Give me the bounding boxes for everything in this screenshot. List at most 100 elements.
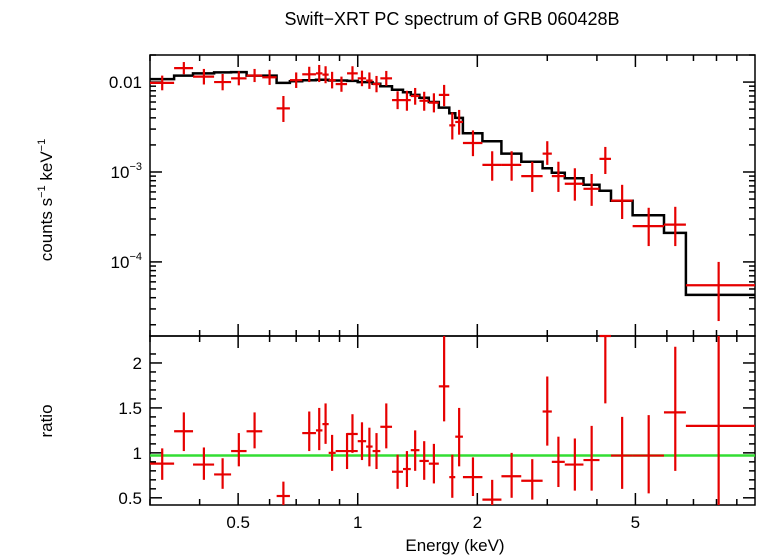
- ratio-point: [380, 403, 393, 449]
- data-point: [347, 66, 358, 81]
- data-point: [289, 72, 303, 88]
- ratio-point: [372, 433, 381, 470]
- ratio-point: [366, 427, 373, 467]
- bottom-panel-ylabel: ratio: [37, 404, 56, 437]
- data-point: [357, 70, 367, 87]
- ratio-point: [610, 416, 633, 489]
- ratio-point: [462, 457, 483, 497]
- y-tick-label-bottom: 0.5: [118, 489, 142, 508]
- data-point: [276, 95, 290, 122]
- ratio-point: [150, 448, 175, 480]
- y-tick-label-top: 10−3: [111, 161, 142, 182]
- x-axis-label: Energy (keV): [405, 536, 504, 555]
- data-point: [410, 87, 420, 105]
- data-point: [315, 64, 323, 83]
- ratio-point: [347, 414, 358, 453]
- data-point: [380, 70, 393, 86]
- top-panel-ylabel: counts s−1 keV−1: [36, 139, 56, 261]
- ylabel-mid: keV: [37, 151, 56, 186]
- ratio-point: [551, 436, 565, 488]
- ratio-point: [410, 430, 420, 471]
- data-point: [193, 68, 215, 85]
- y-tick-label-bottom: 1: [133, 444, 142, 463]
- x-tick-label: 1: [353, 513, 362, 532]
- x-tick-label: 5: [631, 513, 640, 532]
- data-point: [428, 93, 439, 113]
- data-point: [392, 91, 403, 110]
- bottom-panel: 0.5 1 2 5 0.5 1 1.5 2: [118, 334, 756, 532]
- x-tick-label: 0.5: [226, 513, 250, 532]
- ratio-point: [276, 481, 290, 505]
- ratio-point: [521, 459, 543, 500]
- data-point: [231, 71, 247, 86]
- bottom-panel-frame: [149, 335, 756, 506]
- ratio-point: [685, 336, 755, 505]
- top-panel-frame: [149, 54, 756, 337]
- ratio-point: [482, 479, 502, 505]
- ratio-point: [174, 412, 194, 452]
- data-point: [214, 73, 232, 91]
- data-point: [402, 90, 411, 111]
- data-point: [610, 184, 633, 220]
- data-point: [322, 66, 329, 84]
- ratio-point: [193, 447, 215, 480]
- ratio-point: [632, 415, 664, 494]
- data-point: [482, 151, 502, 181]
- data-point: [462, 130, 483, 157]
- ratio-point: [335, 433, 358, 470]
- model-step-line: [150, 70, 755, 297]
- ratio-point: [599, 334, 611, 404]
- ratio-point: [315, 407, 323, 451]
- ratio-point: [663, 346, 686, 471]
- ratio-point: [419, 441, 429, 480]
- data-point: [583, 173, 600, 206]
- top-panel: 0.01 10−3 10−4: [109, 54, 756, 337]
- ratio-point: [564, 438, 584, 491]
- data-point: [150, 75, 175, 91]
- ratio-point: [246, 412, 263, 449]
- y-tick-label-top: 0.01: [109, 73, 142, 92]
- ratio-point: [583, 425, 600, 491]
- data-point: [438, 84, 450, 107]
- data-point: [663, 206, 686, 247]
- data-point: [501, 151, 522, 181]
- data-point: [521, 161, 543, 192]
- x-tick-label: 2: [473, 513, 482, 532]
- data-point: [419, 91, 429, 111]
- ylabel-exp1: −1: [36, 185, 48, 198]
- ratio-point: [428, 443, 439, 484]
- ylabel-base: counts s: [37, 198, 56, 261]
- data-point: [599, 146, 611, 174]
- ratio-point: [402, 451, 411, 488]
- ratio-point: [322, 403, 329, 444]
- data-point: [632, 207, 664, 247]
- data-point: [551, 161, 565, 192]
- data-point: [262, 69, 277, 85]
- data-point: [366, 72, 373, 89]
- ratio-point: [328, 434, 336, 471]
- data-point: [246, 68, 263, 83]
- ratio-point: [302, 411, 316, 452]
- ratio-point: [449, 454, 456, 498]
- data-point: [335, 76, 348, 92]
- ratio-point: [357, 422, 367, 461]
- data-point: [372, 75, 381, 93]
- ratio-point: [501, 452, 522, 498]
- ratio-point: [392, 454, 403, 489]
- data-point: [174, 62, 194, 75]
- y-tick-label-bottom: 1.5: [118, 399, 142, 418]
- data-point: [685, 261, 755, 322]
- data-point: [542, 141, 552, 165]
- y-tick-label-bottom: 2: [133, 354, 142, 373]
- data-point: [449, 112, 456, 140]
- chart-title: Swift−XRT PC spectrum of GRB 060428B: [285, 9, 620, 29]
- data-point: [328, 71, 336, 89]
- ratio-point: [438, 336, 450, 422]
- ylabel-exp2: −1: [36, 139, 48, 152]
- data-point: [455, 109, 463, 135]
- ratio-point: [214, 458, 232, 489]
- data-point: [564, 168, 584, 201]
- ratio-point: [231, 433, 247, 467]
- ratio-point: [542, 376, 552, 446]
